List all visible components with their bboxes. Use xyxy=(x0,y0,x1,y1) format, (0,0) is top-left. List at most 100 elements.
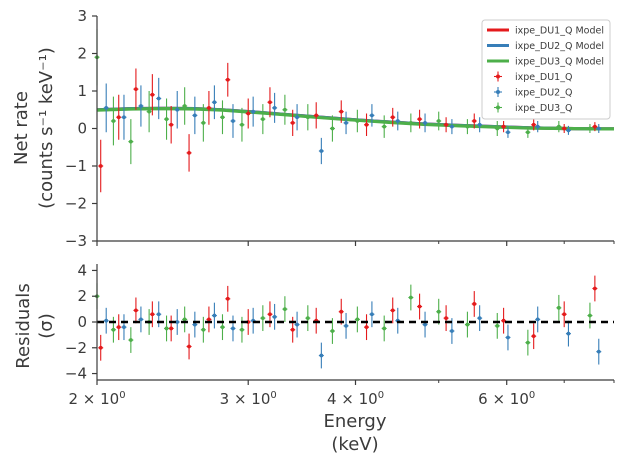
du1-residual-point xyxy=(98,345,103,350)
du1-rate-point xyxy=(169,122,174,127)
du1-residual-point xyxy=(225,296,230,301)
du1-residual-point xyxy=(472,302,477,306)
du1-rate-point xyxy=(225,77,230,82)
du1-rate-point xyxy=(116,115,121,120)
du1-residual-point xyxy=(592,286,597,291)
du1-residual-point xyxy=(169,326,174,331)
rate-y-tick-label: 0 xyxy=(77,120,87,138)
residuals-y-tick-label: −4 xyxy=(65,365,87,383)
du3-rate-point xyxy=(382,124,387,129)
du1-residual-point xyxy=(116,325,121,330)
energy-x-tick-label: 3 × 100 xyxy=(220,390,277,408)
du3-rate-point xyxy=(240,122,244,127)
du1-residual-point xyxy=(364,325,369,330)
du3-residual-point xyxy=(465,322,470,327)
tick-base: 6 × 10 xyxy=(478,390,529,408)
du2-residual-point xyxy=(596,349,601,354)
du2-residual-point xyxy=(423,322,427,327)
legend-label: ixpe_DU1_Q xyxy=(515,72,572,83)
du1-residual-point xyxy=(562,312,567,317)
du3-residual-point xyxy=(436,309,441,314)
du2-rate-point xyxy=(596,126,601,131)
du1-rate-point xyxy=(187,150,191,155)
legend-label: ixpe_DU3_Q xyxy=(515,103,572,114)
du3-residual-point xyxy=(382,326,387,331)
du2-residual-point xyxy=(175,320,180,324)
du2-residual-point xyxy=(344,323,348,328)
du1-rate-point xyxy=(390,115,395,120)
du1-rate-point xyxy=(134,87,138,92)
du3-rate-point xyxy=(495,126,500,131)
du1-residual-point xyxy=(390,308,395,313)
du3-residual-point xyxy=(495,323,500,328)
rate-y-tick-label: −2 xyxy=(65,195,87,213)
du3-rate-point xyxy=(260,117,265,122)
legend-frame xyxy=(481,19,611,120)
du1-residual-point xyxy=(150,312,155,317)
du3-residual-point xyxy=(260,316,265,321)
du3-rate-point xyxy=(436,119,441,123)
du2-rate-point xyxy=(212,100,217,105)
du3-rate-point xyxy=(201,120,206,125)
du1-rate-point xyxy=(562,126,567,131)
du3-rate-point xyxy=(164,117,169,122)
du2-rate-point xyxy=(395,119,400,123)
du2-rate-point xyxy=(251,109,256,114)
du1-residual-point xyxy=(134,308,138,313)
legend-point-swatch xyxy=(496,74,500,79)
du1-residual-point xyxy=(339,309,344,314)
du2-residual-point xyxy=(295,322,299,327)
residuals-y-tick-label: 2 xyxy=(77,287,87,305)
du2-rate-point xyxy=(566,128,571,133)
du2-residual-point xyxy=(104,318,109,323)
du3-residual-point xyxy=(556,305,561,310)
du2-residual-point xyxy=(566,331,571,336)
rate-y-tick-label: 2 xyxy=(77,45,87,63)
du1-rate-point xyxy=(444,122,449,127)
du3-residual-point xyxy=(201,327,206,332)
du1-rate-point xyxy=(417,117,422,122)
du1-rate-point xyxy=(339,109,344,114)
energy-x-ticks: 2 × 100 3 × 100 4 × 100 6 × 100 xyxy=(68,380,615,408)
du2-rate-point xyxy=(104,105,109,110)
du1-residual-point xyxy=(268,312,272,317)
du3-residual-point xyxy=(182,317,187,322)
du2-rate-point xyxy=(344,120,348,125)
rate-ylabel-line1: Net rate xyxy=(11,91,32,165)
du3-residual-point xyxy=(111,327,116,332)
du1-rate-point xyxy=(501,124,506,129)
du3-residual-point xyxy=(408,295,413,300)
du3-rate-point xyxy=(182,104,187,108)
du2-rate-point xyxy=(231,119,235,123)
du2-residual-point xyxy=(450,329,454,333)
du1-residual-point xyxy=(207,317,211,322)
du2-rate-point xyxy=(506,130,510,135)
du2-residual-point xyxy=(477,316,482,321)
du2-residual-point xyxy=(535,317,540,322)
du2-residual-point xyxy=(212,313,217,318)
du2-residual-point xyxy=(272,314,277,319)
du3-residual-point xyxy=(128,338,133,342)
du2-residual-point xyxy=(370,312,374,317)
rate-y-tick-label: −1 xyxy=(65,157,87,175)
du3-rate-point xyxy=(282,107,287,112)
du3-rate-point xyxy=(588,126,592,131)
residuals-ylabel-line1: Residuals xyxy=(13,283,34,368)
du2-residual-point xyxy=(506,335,510,340)
residuals-ylabel-line2: (σ) xyxy=(36,313,57,338)
rate-y-tick-label: 1 xyxy=(77,82,87,100)
du1-rate-point xyxy=(364,122,369,127)
energy-xlabel-line2: (keV) xyxy=(331,434,378,455)
legend-point-swatch xyxy=(496,90,500,94)
du3-rate-point xyxy=(556,124,561,129)
du1-rate-point xyxy=(531,122,536,127)
du1-residual-point xyxy=(417,304,422,309)
du1-rate-point xyxy=(207,105,211,110)
energy-xlabel-line1: Energy xyxy=(323,411,386,432)
du1-rate-point xyxy=(592,124,597,129)
du2-rate-point xyxy=(370,113,374,118)
du3-rate-point xyxy=(305,115,310,120)
du1-rate-point xyxy=(268,100,272,105)
